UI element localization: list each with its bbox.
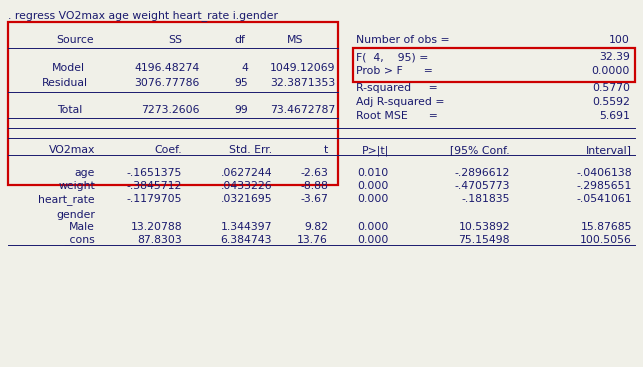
Text: 87.8303: 87.8303 xyxy=(137,235,182,245)
Text: Coef.: Coef. xyxy=(154,145,182,155)
Text: 9.82: 9.82 xyxy=(304,222,328,232)
Text: Root MSE      =: Root MSE = xyxy=(356,111,438,121)
Text: 0.000: 0.000 xyxy=(358,194,389,204)
Text: . regress VO2max age weight heart_rate i.gender: . regress VO2max age weight heart_rate i… xyxy=(8,10,278,21)
Text: F(  4,    95) =: F( 4, 95) = xyxy=(356,52,428,62)
Text: -.2985651: -.2985651 xyxy=(577,181,632,191)
Text: _cons: _cons xyxy=(64,235,95,245)
Text: 13.20788: 13.20788 xyxy=(131,222,182,232)
Text: Source: Source xyxy=(56,35,94,45)
Text: 73.4672787: 73.4672787 xyxy=(270,105,335,115)
Text: 15.87685: 15.87685 xyxy=(581,222,632,232)
Text: Residual: Residual xyxy=(42,78,88,88)
Text: -.1651375: -.1651375 xyxy=(127,168,182,178)
Text: 3076.77786: 3076.77786 xyxy=(134,78,200,88)
Text: heart_rate: heart_rate xyxy=(39,194,95,205)
Text: -.0541061: -.0541061 xyxy=(576,194,632,204)
Text: 5.691: 5.691 xyxy=(599,111,630,121)
Text: -8.88: -8.88 xyxy=(300,181,328,191)
Text: [95% Conf.: [95% Conf. xyxy=(450,145,510,155)
Text: gender: gender xyxy=(56,210,95,220)
Text: VO2max: VO2max xyxy=(49,145,95,155)
Text: 75.15498: 75.15498 xyxy=(458,235,510,245)
Text: 13.76: 13.76 xyxy=(297,235,328,245)
Bar xyxy=(8,22,338,185)
Text: 1049.12069: 1049.12069 xyxy=(269,63,335,73)
Text: 4196.48274: 4196.48274 xyxy=(135,63,200,73)
Text: 0.000: 0.000 xyxy=(358,181,389,191)
Text: 1.344397: 1.344397 xyxy=(221,222,272,232)
Text: 32.39: 32.39 xyxy=(599,52,630,62)
Text: age: age xyxy=(75,168,95,178)
Text: .0433226: .0433226 xyxy=(221,181,272,191)
Text: -3.67: -3.67 xyxy=(300,194,328,204)
Text: 100.5056: 100.5056 xyxy=(580,235,632,245)
Text: 0.010: 0.010 xyxy=(358,168,389,178)
Text: 0.000: 0.000 xyxy=(358,222,389,232)
Text: Model: Model xyxy=(52,63,85,73)
Text: -.4705773: -.4705773 xyxy=(455,181,510,191)
Text: .0627244: .0627244 xyxy=(221,168,272,178)
Text: -.1179705: -.1179705 xyxy=(127,194,182,204)
Text: weight: weight xyxy=(59,181,95,191)
Bar xyxy=(353,48,635,82)
Text: 99: 99 xyxy=(234,105,248,115)
Text: 0.5592: 0.5592 xyxy=(592,97,630,107)
Text: 0.0000: 0.0000 xyxy=(592,66,630,76)
Text: R-squared     =: R-squared = xyxy=(356,83,438,93)
Text: 0.5770: 0.5770 xyxy=(592,83,630,93)
Text: 32.3871353: 32.3871353 xyxy=(270,78,335,88)
Text: 4: 4 xyxy=(241,63,248,73)
Text: -.2896612: -.2896612 xyxy=(455,168,510,178)
Text: Prob > F      =: Prob > F = xyxy=(356,66,433,76)
Text: 95: 95 xyxy=(234,78,248,88)
Text: df: df xyxy=(235,35,246,45)
Text: -2.63: -2.63 xyxy=(300,168,328,178)
Text: Number of obs =: Number of obs = xyxy=(356,35,449,45)
Text: Male: Male xyxy=(69,222,95,232)
Text: 7273.2606: 7273.2606 xyxy=(141,105,200,115)
Text: 0.000: 0.000 xyxy=(358,235,389,245)
Text: -.0406138: -.0406138 xyxy=(576,168,632,178)
Text: Std. Err.: Std. Err. xyxy=(229,145,272,155)
Text: Interval]: Interval] xyxy=(586,145,632,155)
Text: -.3845712: -.3845712 xyxy=(127,181,182,191)
Text: t: t xyxy=(323,145,328,155)
Text: MS: MS xyxy=(287,35,303,45)
Text: 10.53892: 10.53892 xyxy=(458,222,510,232)
Text: SS: SS xyxy=(168,35,182,45)
Text: Total: Total xyxy=(57,105,82,115)
Text: 6.384743: 6.384743 xyxy=(221,235,272,245)
Text: 100: 100 xyxy=(609,35,630,45)
Text: P>|t|: P>|t| xyxy=(362,145,389,156)
Text: -.181835: -.181835 xyxy=(462,194,510,204)
Text: Adj R-squared =: Adj R-squared = xyxy=(356,97,444,107)
Text: .0321695: .0321695 xyxy=(221,194,272,204)
